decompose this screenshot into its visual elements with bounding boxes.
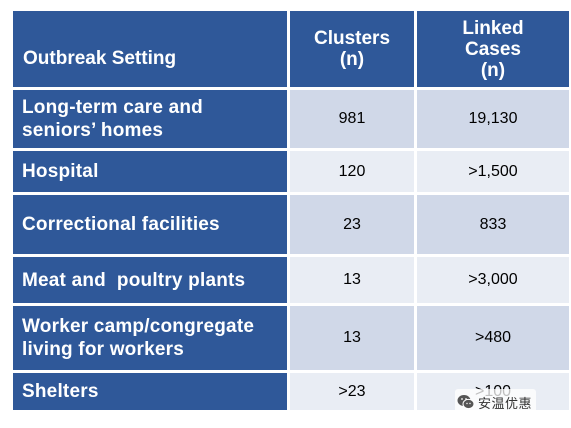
header-linked-line1: Linked xyxy=(462,17,524,39)
watermark-text: 安温优惠 xyxy=(478,396,533,412)
setting-cell: Shelters xyxy=(13,373,287,410)
clusters-cell: 120 xyxy=(290,151,414,192)
header-clusters-line1: Clusters xyxy=(313,28,391,49)
header-linked-line2: Cases xyxy=(465,38,521,60)
linked-cases-cell: >3,000 xyxy=(417,257,569,303)
clusters-cell: 981 xyxy=(290,90,414,148)
outbreak-table: Outbreak Setting Clusters (n) Linked Cas… xyxy=(10,8,571,413)
table-row: Hospital 120 >1,500 xyxy=(13,151,569,192)
header-linked-cases: Linked Cases (n) xyxy=(417,11,569,87)
header-row: Outbreak Setting Clusters (n) Linked Cas… xyxy=(13,11,569,87)
setting-cell: Correctional facilities xyxy=(13,195,287,254)
setting-cell: Long-term care and seniors’ homes xyxy=(13,90,287,148)
setting-line2: seniors’ homes xyxy=(22,120,164,141)
setting-cell: Meat and poultry plants xyxy=(13,257,287,303)
setting-cell: Worker camp/congregate living for worker… xyxy=(13,306,287,370)
linked-cases-cell: 833 xyxy=(417,195,569,254)
table-row: Long-term care and seniors’ homes 981 19… xyxy=(13,90,569,148)
wechat-icon xyxy=(457,395,475,410)
header-setting-label: Outbreak Setting xyxy=(23,47,177,69)
wechat-watermark: 安温优惠 xyxy=(455,389,537,415)
setting-line1: Long-term care and xyxy=(22,97,203,118)
clusters-cell: 23 xyxy=(290,195,414,254)
table-row: Meat and poultry plants 13 >3,000 xyxy=(13,257,569,303)
table-row: Worker camp/congregate living for worker… xyxy=(13,306,569,370)
clusters-cell: >23 xyxy=(290,373,414,410)
header-clusters: Clusters (n) xyxy=(290,11,414,87)
header-clusters-line2: (n) xyxy=(339,49,365,70)
table-row: Correctional facilities 23 833 xyxy=(13,195,569,254)
setting-line1: Worker camp/congregate xyxy=(22,316,255,337)
linked-cases-cell: >1,500 xyxy=(417,151,569,192)
outbreak-table-container: Outbreak Setting Clusters (n) Linked Cas… xyxy=(10,8,570,428)
linked-cases-cell: >480 xyxy=(417,306,569,370)
linked-cases-cell: 19,130 xyxy=(417,90,569,148)
header-linked-line3: (n) xyxy=(480,59,506,81)
clusters-cell: 13 xyxy=(290,257,414,303)
header-outbreak-setting: Outbreak Setting xyxy=(13,11,287,87)
setting-cell: Hospital xyxy=(13,151,287,192)
clusters-cell: 13 xyxy=(290,306,414,370)
setting-line2: living for workers xyxy=(22,339,184,360)
